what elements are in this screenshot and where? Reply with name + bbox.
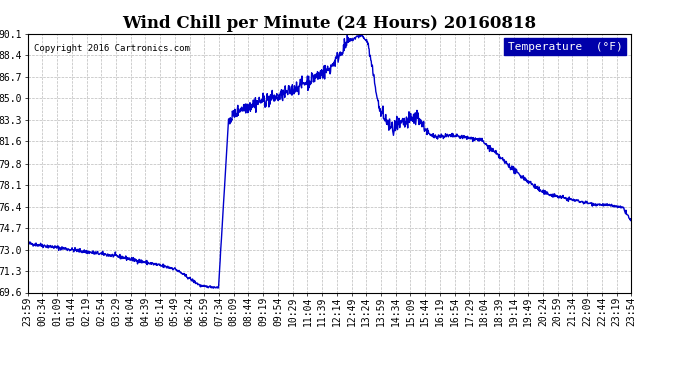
Title: Wind Chill per Minute (24 Hours) 20160818: Wind Chill per Minute (24 Hours) 2016081… bbox=[122, 15, 537, 32]
Text: Temperature  (°F): Temperature (°F) bbox=[508, 42, 622, 51]
Text: Copyright 2016 Cartronics.com: Copyright 2016 Cartronics.com bbox=[34, 44, 190, 53]
